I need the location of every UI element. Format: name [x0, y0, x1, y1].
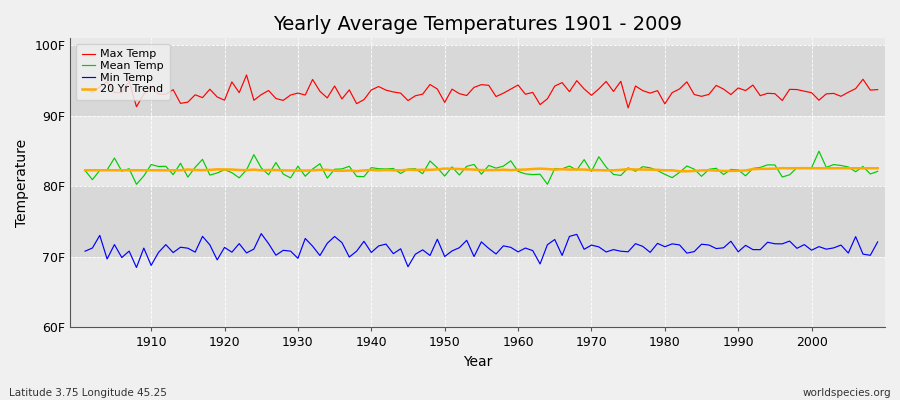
20 Yr Trend: [344, 168, 355, 173]
Min Temp: [358, 239, 369, 244]
Max Temp: [608, 89, 619, 94]
Bar: [70, 257, 885, 328]
Min Temp: [616, 249, 626, 254]
20 Yr Trend: [777, 166, 788, 170]
Max Temp: [351, 101, 362, 106]
Line: 20 Yr Trend: 20 Yr Trend: [86, 168, 878, 171]
Max Temp: [623, 106, 634, 110]
Mean Temp: [307, 167, 318, 172]
Mean Temp: [608, 172, 619, 177]
Max Temp: [139, 92, 149, 96]
Legend: Max Temp, Mean Temp, Min Temp, 20 Yr Trend: Max Temp, Mean Temp, Min Temp, 20 Yr Tre…: [76, 44, 169, 100]
Min Temp: [146, 263, 157, 268]
20 Yr Trend: [872, 166, 883, 171]
Max Temp: [307, 77, 318, 82]
Mean Temp: [872, 169, 883, 174]
20 Yr Trend: [505, 168, 516, 172]
Line: Min Temp: Min Temp: [86, 234, 878, 268]
Mean Temp: [351, 174, 362, 179]
20 Yr Trend: [80, 168, 91, 173]
Title: Yearly Average Temperatures 1901 - 2009: Yearly Average Temperatures 1901 - 2009: [274, 15, 682, 34]
Mean Temp: [520, 172, 531, 176]
Y-axis label: Temperature: Temperature: [15, 139, 29, 227]
Max Temp: [241, 72, 252, 77]
20 Yr Trend: [300, 168, 310, 173]
Text: worldspecies.org: worldspecies.org: [803, 388, 891, 398]
20 Yr Trend: [513, 167, 524, 172]
Min Temp: [314, 253, 325, 258]
Mean Temp: [146, 162, 157, 167]
20 Yr Trend: [600, 168, 611, 173]
Min Temp: [520, 246, 531, 250]
Max Temp: [872, 87, 883, 92]
Mean Temp: [80, 168, 91, 173]
Line: Mean Temp: Mean Temp: [86, 151, 878, 184]
Min Temp: [872, 240, 883, 244]
Max Temp: [80, 86, 91, 90]
Bar: [70, 116, 885, 186]
Mean Temp: [131, 182, 142, 187]
Mean Temp: [513, 169, 524, 174]
Bar: [70, 186, 885, 257]
Mean Temp: [814, 149, 824, 154]
20 Yr Trend: [681, 169, 692, 174]
20 Yr Trend: [139, 168, 149, 173]
Min Temp: [256, 231, 266, 236]
X-axis label: Year: Year: [463, 355, 492, 369]
Line: Max Temp: Max Temp: [86, 75, 878, 108]
Min Temp: [80, 249, 91, 254]
Min Temp: [131, 265, 142, 270]
Min Temp: [527, 248, 538, 253]
Max Temp: [513, 83, 524, 88]
Max Temp: [520, 92, 531, 97]
Bar: [70, 45, 885, 116]
Text: Latitude 3.75 Longitude 45.25: Latitude 3.75 Longitude 45.25: [9, 388, 166, 398]
